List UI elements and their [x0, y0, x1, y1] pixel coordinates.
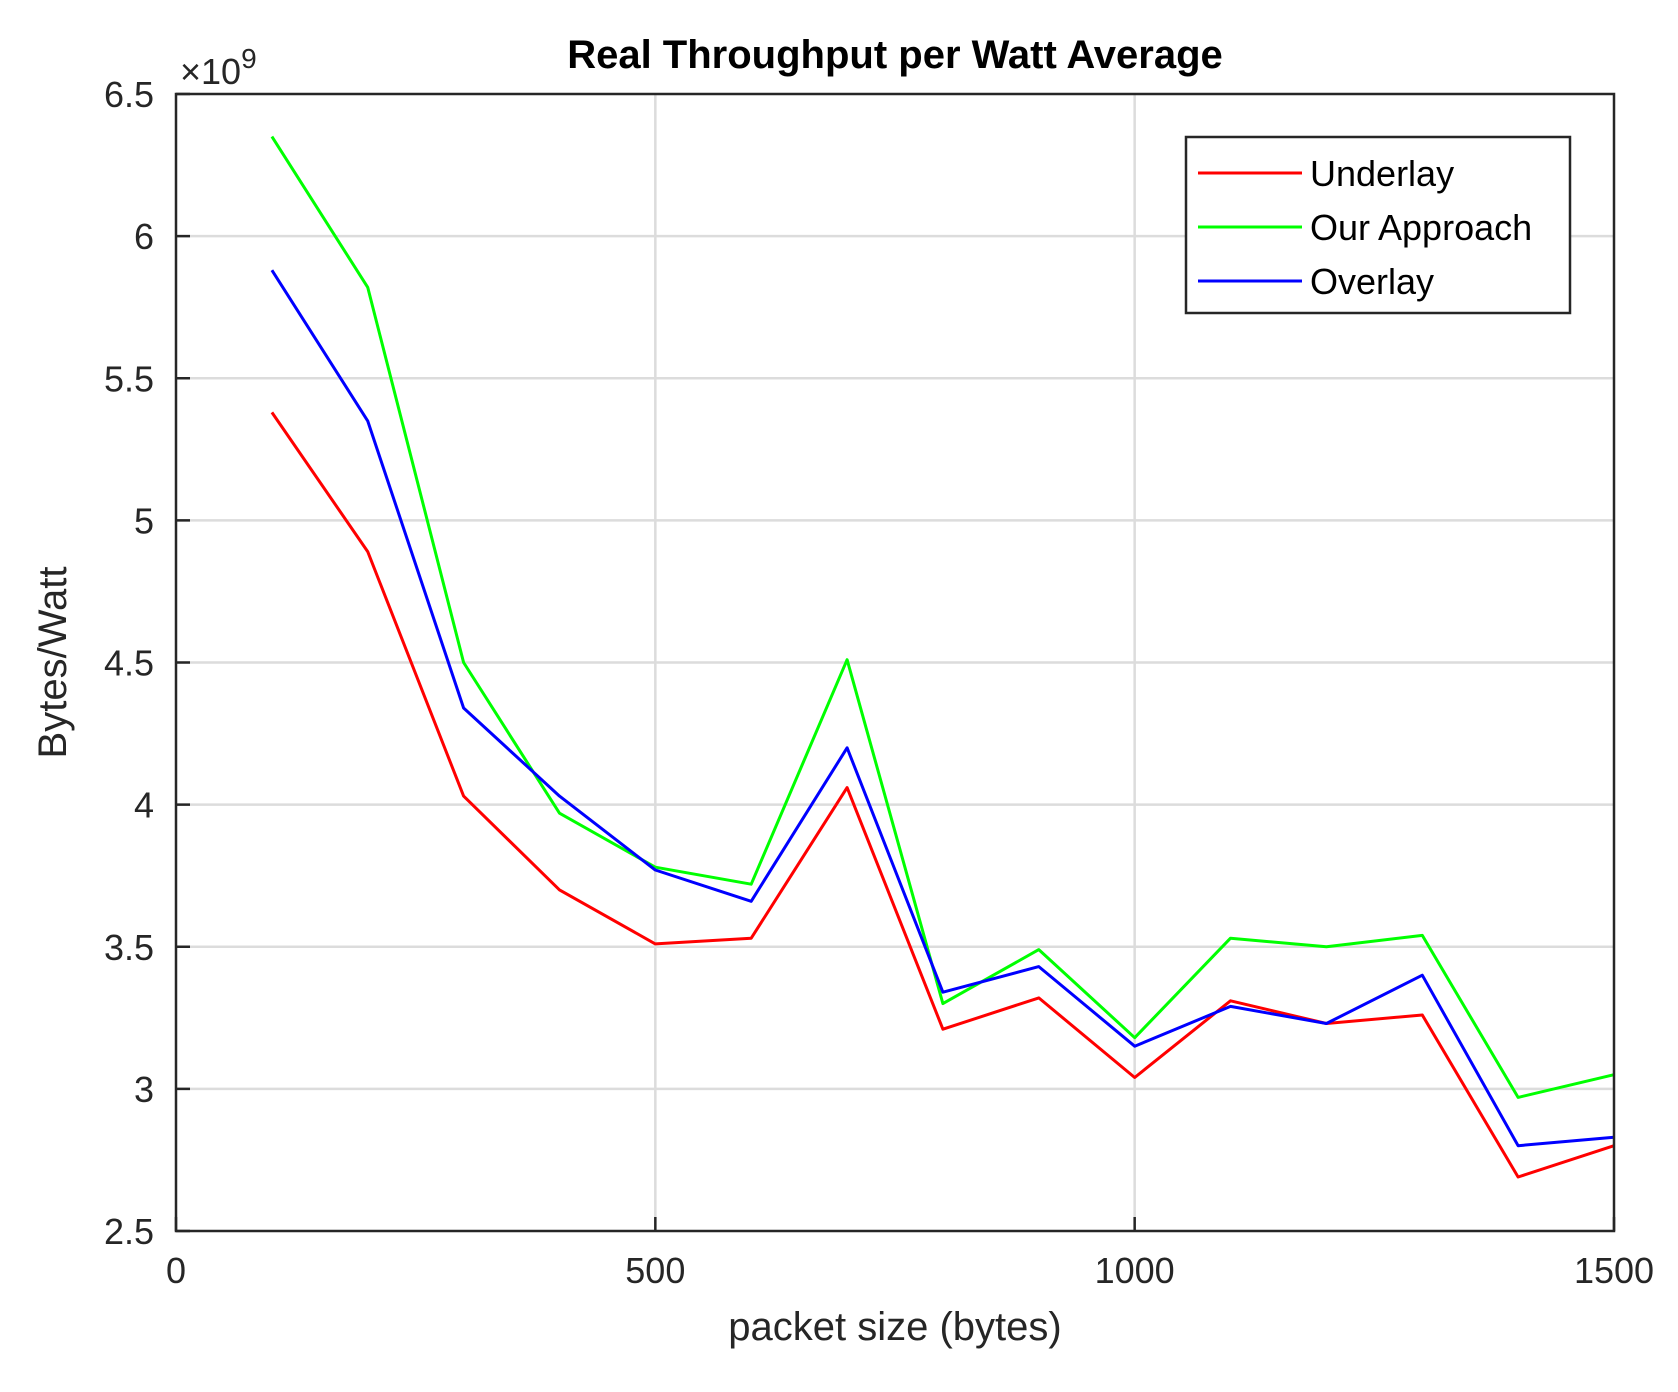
legend-label: Our Approach: [1310, 207, 1532, 248]
y-tick-label: 5: [134, 500, 154, 541]
series-group: [270, 135, 1615, 1179]
chart-title: Real Throughput per Watt Average: [567, 33, 1223, 77]
grid: [176, 94, 1614, 1231]
x-tick-label: 0: [166, 1250, 186, 1291]
legend-label: Underlay: [1310, 153, 1454, 194]
legend-label: Overlay: [1310, 261, 1434, 302]
y-tick-label: 3.5: [104, 927, 154, 968]
series-line-underlay: [270, 411, 1615, 1179]
x-axis-label: packet size (bytes): [728, 1305, 1061, 1349]
x-tick-label: 500: [625, 1250, 685, 1291]
y-exponent-label: ×109: [180, 43, 257, 92]
y-exponent-power: 9: [241, 43, 257, 74]
series-line-overlay: [270, 269, 1615, 1148]
axes: [174, 92, 1616, 1233]
y-tick-label: 6.5: [104, 74, 154, 115]
legend-box: [1184, 135, 1572, 315]
y-tick-label: 3: [134, 1069, 154, 1110]
series-line-our-approach: [270, 135, 1615, 1099]
y-tick-label: 2.5: [104, 1211, 154, 1252]
y-tick-label: 4: [134, 785, 154, 826]
y-tick-labels: 2.5 3 3.5 4 4.5 5 5.5 6 6.5: [104, 74, 154, 1252]
legend: Underlay Our Approach Overlay: [1184, 135, 1572, 315]
y-tick-label: 5.5: [104, 358, 154, 399]
y-tick-label: 4.5: [104, 643, 154, 684]
y-tick-label: 6: [134, 216, 154, 257]
y-axis-label: Bytes/Watt: [31, 567, 75, 759]
y-exponent-base: ×10: [180, 51, 241, 92]
x-tick-labels: 0 500 1000 1500: [166, 1250, 1654, 1291]
x-tick-label: 1500: [1574, 1250, 1654, 1291]
x-tick-label: 1000: [1095, 1250, 1175, 1291]
